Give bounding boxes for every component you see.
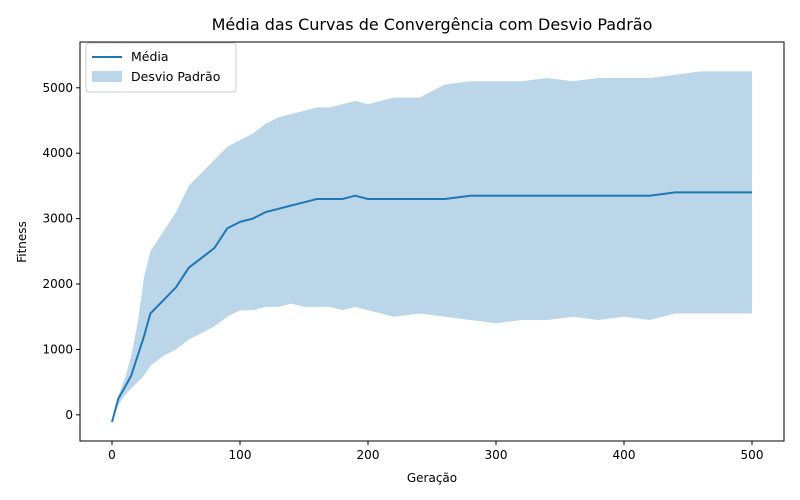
y-tick-label: 1000 xyxy=(42,342,73,356)
x-tick-label: 500 xyxy=(741,448,764,462)
x-axis-label: Geração xyxy=(407,471,457,485)
y-tick-label: 4000 xyxy=(42,146,73,160)
x-tick-label: 100 xyxy=(229,448,252,462)
legend-swatch-std xyxy=(92,71,122,82)
y-axis-label: Fitness xyxy=(15,221,29,263)
legend-box xyxy=(85,42,237,93)
x-tick-label: 400 xyxy=(613,448,636,462)
chart-title: Média das Curvas de Convergência com Des… xyxy=(212,15,653,34)
x-axis-ticks: 0 100 200 300 400 500 xyxy=(108,441,763,462)
plot-area xyxy=(111,71,752,423)
std-band-area xyxy=(112,71,752,423)
y-tick-label: 2000 xyxy=(42,277,73,291)
legend-label-mean: Média xyxy=(131,49,169,64)
y-axis-ticks: 0 1000 2000 3000 4000 5000 xyxy=(42,81,80,422)
x-tick-label: 300 xyxy=(485,448,508,462)
x-tick-label: 0 xyxy=(108,448,116,462)
y-tick-label: 3000 xyxy=(42,212,73,226)
y-tick-label: 0 xyxy=(65,408,73,422)
mean-line xyxy=(111,191,752,423)
x-tick-label: 200 xyxy=(357,448,380,462)
legend: Média Desvio Padrão xyxy=(85,42,237,93)
axes-frame xyxy=(79,41,785,442)
y-tick-label: 5000 xyxy=(42,81,73,95)
legend-label-std: Desvio Padrão xyxy=(131,69,220,84)
